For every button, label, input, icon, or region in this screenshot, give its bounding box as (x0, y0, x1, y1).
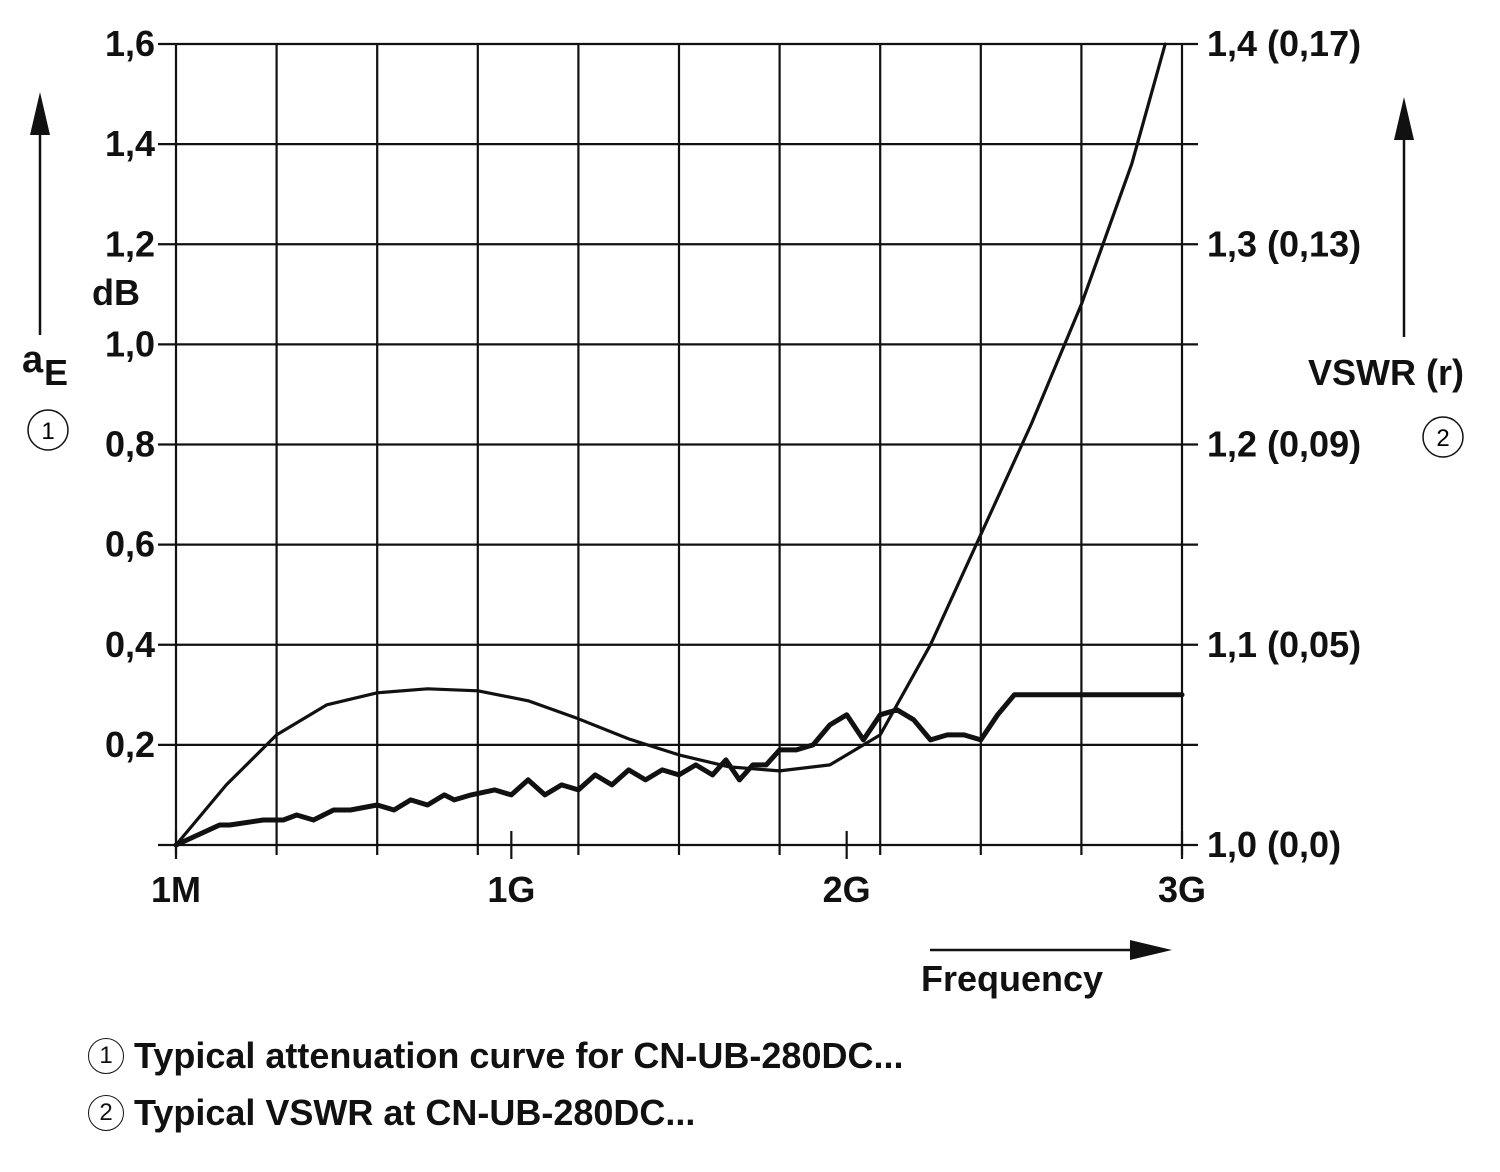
x-axis-arrow-head (1130, 940, 1172, 960)
legend-text-attenuation: Typical attenuation curve for CN-UB-280D… (134, 1035, 904, 1076)
left-axis-symbol: a (22, 339, 44, 381)
left-axis-unit: dB (92, 272, 140, 313)
legend-marker-2: 2 (88, 1095, 124, 1131)
x-tick-label: 3G (1158, 869, 1206, 910)
legend-marker-1: 1 (88, 1038, 124, 1074)
left-axis-marker: 1 (41, 418, 54, 445)
legend-item-attenuation: 1 Typical attenuation curve for CN-UB-28… (88, 1035, 903, 1077)
left-tick-label: 1,6 (105, 23, 155, 64)
legend-item-vswr: 2 Typical VSWR at CN-UB-280DC... (88, 1092, 695, 1134)
vswr-series-line (174, 42, 1167, 847)
right-axis-title: VSWR (r) 2 (1308, 97, 1464, 458)
right-tick-label: 1,3 (0,13) (1207, 223, 1361, 264)
right-axis-label: VSWR (r) (1308, 352, 1464, 393)
x-axis-title: Frequency (921, 940, 1172, 999)
grid (158, 42, 1198, 859)
attenuation-series-line (173, 692, 1185, 848)
left-axis-marker-circle (27, 409, 69, 451)
left-tick-label: 1,2 (105, 223, 155, 264)
labels: 1,6 1,4 1,2 1,0 0,8 0,6 0,4 0,2 1,4 (0,17) 1,3 (0… (105, 23, 1361, 910)
x-tick-label: 2G (823, 869, 871, 910)
left-tick-label: 0,8 (105, 424, 155, 465)
left-axis-arrow-head (30, 92, 50, 135)
right-tick-label: 1,4 (0,17) (1207, 23, 1361, 64)
left-tick-label: 0,6 (105, 524, 155, 565)
left-tick-label: 1,0 (105, 323, 155, 364)
left-axis-title: dB a E 1 (22, 92, 140, 451)
legend-text-vswr: Typical VSWR at CN-UB-280DC... (134, 1092, 696, 1133)
left-tick-label: 0,4 (105, 624, 155, 665)
x-axis-label: Frequency (921, 958, 1103, 999)
x-tick-label: 1M (151, 869, 201, 910)
x-tick-label: 1G (487, 869, 535, 910)
left-axis-subscript: E (44, 352, 68, 393)
right-tick-label: 1,1 (0,05) (1207, 624, 1361, 665)
right-axis-marker: 2 (1436, 425, 1449, 452)
series-layer (173, 42, 1185, 848)
right-tick-label: 1,2 (0,09) (1207, 424, 1361, 465)
right-tick-label: 1,0 (0,0) (1207, 824, 1341, 865)
left-tick-label: 1,4 (105, 123, 155, 164)
right-axis-marker-circle (1422, 416, 1464, 458)
right-axis-arrow-head (1394, 97, 1414, 140)
left-tick-label: 0,2 (105, 724, 155, 765)
